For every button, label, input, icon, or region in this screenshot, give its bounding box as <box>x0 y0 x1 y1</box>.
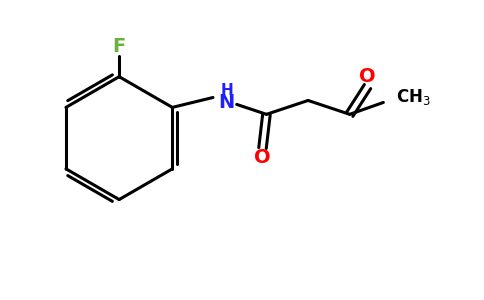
Text: O: O <box>254 148 271 167</box>
Text: H: H <box>220 83 233 98</box>
Text: O: O <box>359 67 376 86</box>
Text: N: N <box>219 93 235 112</box>
Text: CH$_3$: CH$_3$ <box>396 86 431 106</box>
Text: F: F <box>112 38 126 56</box>
